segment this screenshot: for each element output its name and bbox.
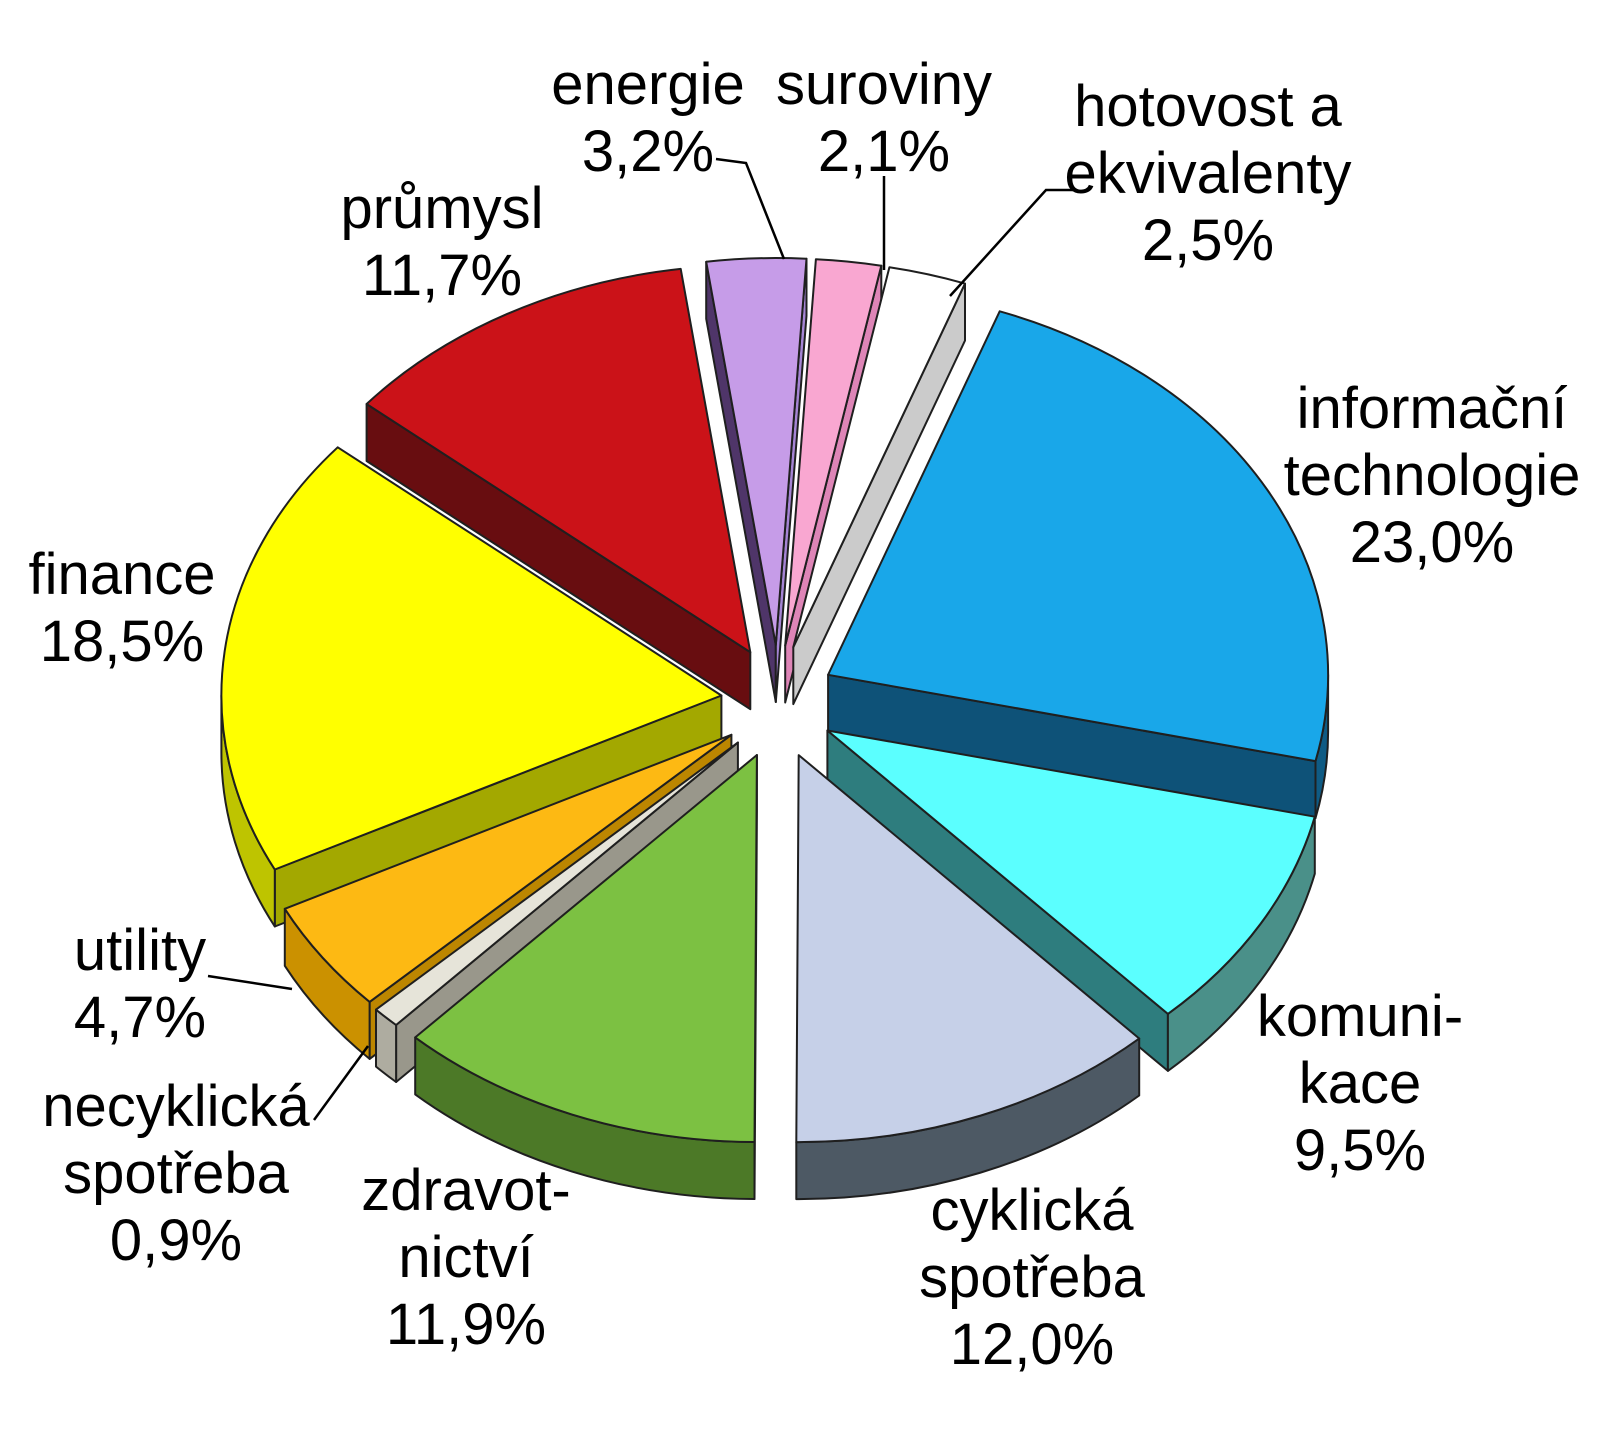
slice-label-line: 23,0%: [1350, 510, 1514, 575]
slice-label-line: 3,2%: [582, 119, 714, 184]
slice-label-line: 4,7%: [74, 985, 206, 1050]
slice-top: [795, 754, 1141, 1144]
slice-label-prumysl: průmysl 11,7%: [340, 176, 543, 308]
slice-label-hotovost-a-ekvivalenty: hotovost a ekvivalenty 2,5%: [1065, 74, 1352, 273]
slice-label-line: finance: [28, 542, 215, 607]
slice-label-line: 9,5%: [1294, 1118, 1426, 1183]
slice-top: [220, 446, 723, 871]
slice-label-line: spotřeba: [919, 1245, 1145, 1310]
slice-top: [705, 257, 808, 646]
slice-top: [283, 733, 733, 1003]
slice-label-necyklicka-spotreba: necyklická spotřeba 0,9%: [42, 1074, 310, 1273]
pie-slice-informacni-technologie: [827, 310, 1330, 820]
slice-labels: energie 3,2%suroviny 2,1%hotovost a ekvival…: [28, 52, 1580, 1377]
slice-label-line: necyklická: [42, 1074, 310, 1139]
slice-label-utility: utility 4,7%: [74, 918, 206, 1050]
slice-label-line: 2,1%: [818, 119, 950, 184]
slice-label-line: hotovost a: [1074, 74, 1342, 139]
slice-label-zdravotnictvi: zdravot-nictví 11,9%: [361, 1158, 571, 1357]
pie-slices: [220, 257, 1330, 1201]
slice-label-line: technologie: [1284, 443, 1581, 508]
slice-label-line: 11,9%: [386, 1292, 546, 1357]
slice-label-komunikace: komuni-kace 9,5%: [1257, 984, 1463, 1183]
pie-slice-cyklicka-spotreba: [795, 754, 1141, 1201]
slice-top: [375, 741, 739, 1026]
leader-line-energie: [715, 157, 786, 260]
leader-line-utility: [207, 974, 293, 991]
slice-label-line: spotřeba: [63, 1141, 289, 1206]
leader-lines: [207, 157, 1076, 1121]
slice-label-cyklicka-spotreba: cyklická spotřeba 12,0%: [919, 1178, 1145, 1377]
slice-label-line: 18,5%: [40, 609, 204, 674]
leader-line-hotovost-a-ekvivalenty: [949, 188, 1076, 297]
slice-label-line: zdravot-: [361, 1158, 571, 1223]
pie-slice-zdravotnictvi: [414, 754, 758, 1200]
slice-label-energie: energie 3,2%: [551, 52, 744, 184]
slice-label-line: kace: [1299, 1051, 1422, 1116]
slice-top: [784, 258, 883, 647]
slice-top: [792, 266, 966, 649]
slice-top: [827, 310, 1330, 763]
slice-label-line: 11,7%: [362, 243, 522, 308]
pie-slice-energie: [705, 257, 808, 703]
slice-label-line: 2,5%: [1142, 208, 1274, 273]
slice-label-line: průmysl: [340, 176, 543, 241]
slice-label-finance: finance 18,5%: [28, 542, 215, 674]
leader-line-necyklicka-spotreba: [312, 1045, 370, 1121]
pie-slice-komunikace: [826, 729, 1316, 1072]
slice-top: [365, 267, 752, 654]
pie-slice-hotovost-a-ekvivalenty: [792, 266, 966, 706]
slice-top: [414, 754, 758, 1143]
slice-label-line: energie: [551, 52, 744, 117]
slice-label-suroviny: suroviny 2,1%: [776, 52, 992, 184]
slice-label-informacni-technologie: informační technologie 23,0%: [1284, 376, 1581, 575]
slice-top: [826, 729, 1316, 1015]
slice-label-line: informační: [1297, 376, 1568, 441]
slice-label-line: komuni-: [1257, 984, 1463, 1049]
slice-label-line: suroviny: [776, 52, 992, 117]
slice-label-line: cyklická: [930, 1178, 1134, 1243]
slice-label-line: 12,0%: [950, 1312, 1114, 1377]
pie-slice-prumysl: [365, 267, 752, 711]
slice-label-line: 0,9%: [110, 1208, 242, 1273]
slice-label-line: ekvivalenty: [1065, 141, 1352, 206]
slice-label-line: nictví: [398, 1225, 533, 1290]
slice-label-line: utility: [74, 918, 206, 983]
